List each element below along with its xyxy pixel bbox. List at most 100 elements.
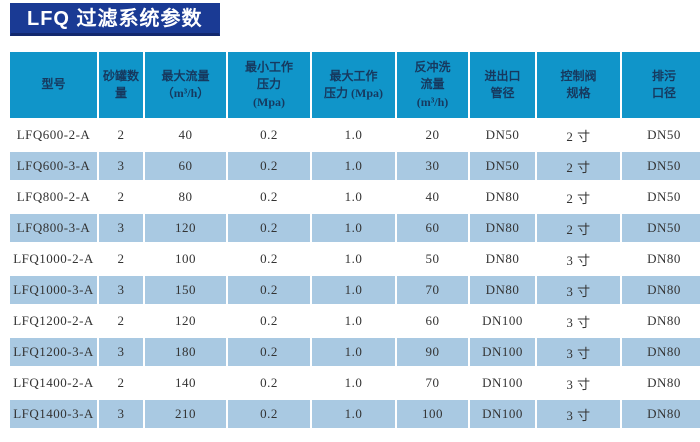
table-body: LFQ600-2-A 2 40 0.2 1.0 20 DN50 2 寸 DN50 LFQ600-3… bbox=[10, 121, 700, 428]
table-cell-backwash-flow: 20 bbox=[397, 121, 468, 149]
table-cell-min-work-pressure: 0.2 bbox=[228, 214, 310, 242]
table-cell-inlet-outlet-pipe: DN80 bbox=[470, 214, 535, 242]
column-header-drain-diameter: 排污 口径 bbox=[622, 52, 700, 118]
table-cell-min-work-pressure: 0.2 bbox=[228, 338, 310, 366]
table-cell-min-work-pressure: 0.2 bbox=[228, 369, 310, 397]
table-row: LFQ1200-3-A 3 180 0.2 1.0 90 DN100 3 寸 DN80 bbox=[10, 338, 700, 366]
model-cell: LFQ800-2-A bbox=[10, 183, 97, 211]
table-cell-max-work-pressure: 1.0 bbox=[312, 214, 395, 242]
table-cell-inlet-outlet-pipe: DN50 bbox=[470, 121, 535, 149]
table-cell-control-valve: 3 寸 bbox=[537, 245, 620, 273]
table-cell-tank-count: 2 bbox=[99, 369, 143, 397]
table-cell-tank-count: 3 bbox=[99, 276, 143, 304]
table-cell-max-work-pressure: 1.0 bbox=[312, 307, 395, 335]
table-cell-control-valve: 3 寸 bbox=[537, 400, 620, 428]
table-header-row: 型号 砂罐数 量最大流量 （m³/h） 最小工作 压力 (Mpa) 最大工作 压力 (… bbox=[10, 52, 700, 118]
table-row: LFQ1000-3-A 3 150 0.2 1.0 70 DN80 3 寸 DN80 bbox=[10, 276, 700, 304]
table-cell-backwash-flow: 70 bbox=[397, 276, 468, 304]
table-cell-drain-diameter: DN50 bbox=[622, 214, 700, 242]
column-header-inlet-outlet-pipe: 进出口 管径 bbox=[470, 52, 535, 118]
table-cell-drain-diameter: DN80 bbox=[622, 400, 700, 428]
table-cell-max-flow: 40 bbox=[145, 121, 226, 149]
table-cell-tank-count: 3 bbox=[99, 400, 143, 428]
page: LFQ 过滤系统参数 型号 砂罐数 量最大流量 （m³/h） 最小工作 压力 (Mp… bbox=[8, 3, 700, 431]
table-cell-min-work-pressure: 0.2 bbox=[228, 276, 310, 304]
table-cell-max-work-pressure: 1.0 bbox=[312, 276, 395, 304]
table-cell-max-work-pressure: 1.0 bbox=[312, 400, 395, 428]
table-cell-backwash-flow: 60 bbox=[397, 214, 468, 242]
table-row: LFQ600-2-A 2 40 0.2 1.0 20 DN50 2 寸 DN50 bbox=[10, 121, 700, 149]
model-cell: LFQ1200-2-A bbox=[10, 307, 97, 335]
table-cell-inlet-outlet-pipe: DN80 bbox=[470, 245, 535, 273]
table-row: LFQ800-2-A 2 80 0.2 1.0 40 DN80 2 寸 DN50 bbox=[10, 183, 700, 211]
table-cell-drain-diameter: DN50 bbox=[622, 183, 700, 211]
table-cell-control-valve: 3 寸 bbox=[537, 338, 620, 366]
table-cell-min-work-pressure: 0.2 bbox=[228, 152, 310, 180]
model-cell: LFQ600-2-A bbox=[10, 121, 97, 149]
table-cell-drain-diameter: DN80 bbox=[622, 307, 700, 335]
table-cell-tank-count: 2 bbox=[99, 307, 143, 335]
parameters-table: 型号 砂罐数 量最大流量 （m³/h） 最小工作 压力 (Mpa) 最大工作 压力 (… bbox=[8, 49, 700, 431]
table-cell-control-valve: 2 寸 bbox=[537, 121, 620, 149]
table-cell-inlet-outlet-pipe: DN100 bbox=[470, 400, 535, 428]
table-cell-control-valve: 2 寸 bbox=[537, 214, 620, 242]
table-cell-min-work-pressure: 0.2 bbox=[228, 400, 310, 428]
table-cell-control-valve: 3 寸 bbox=[537, 276, 620, 304]
table-cell-tank-count: 2 bbox=[99, 245, 143, 273]
table-cell-tank-count: 2 bbox=[99, 183, 143, 211]
table-cell-backwash-flow: 100 bbox=[397, 400, 468, 428]
table-cell-drain-diameter: DN80 bbox=[622, 369, 700, 397]
column-header-backwash-flow: 反冲洗 流量 (m³/h) bbox=[397, 52, 468, 118]
table-cell-backwash-flow: 60 bbox=[397, 307, 468, 335]
table-row: LFQ1400-3-A 3 210 0.2 1.0 100 DN100 3 寸 DN80 bbox=[10, 400, 700, 428]
table-cell-backwash-flow: 90 bbox=[397, 338, 468, 366]
table-cell-inlet-outlet-pipe: DN80 bbox=[470, 183, 535, 211]
table-cell-min-work-pressure: 0.2 bbox=[228, 245, 310, 273]
table-cell-inlet-outlet-pipe: DN50 bbox=[470, 152, 535, 180]
table-cell-max-work-pressure: 1.0 bbox=[312, 183, 395, 211]
model-cell: LFQ1200-3-A bbox=[10, 338, 97, 366]
table-cell-max-flow: 100 bbox=[145, 245, 226, 273]
column-header-max-work-pressure: 最大工作 压力 (Mpa) bbox=[312, 52, 395, 118]
table-cell-max-flow: 210 bbox=[145, 400, 226, 428]
table-row: LFQ1200-2-A 2 120 0.2 1.0 60 DN100 3 寸 DN80 bbox=[10, 307, 700, 335]
table-cell-max-work-pressure: 1.0 bbox=[312, 338, 395, 366]
table-cell-max-flow: 60 bbox=[145, 152, 226, 180]
table-cell-control-valve: 2 寸 bbox=[537, 183, 620, 211]
model-cell: LFQ1000-2-A bbox=[10, 245, 97, 273]
column-header-tank-count: 砂罐数 量 bbox=[99, 52, 143, 118]
model-cell: LFQ1400-2-A bbox=[10, 369, 97, 397]
table-cell-drain-diameter: DN80 bbox=[622, 338, 700, 366]
table-cell-backwash-flow: 30 bbox=[397, 152, 468, 180]
table-cell-max-flow: 120 bbox=[145, 307, 226, 335]
table-cell-max-flow: 180 bbox=[145, 338, 226, 366]
page-title: LFQ 过滤系统参数 bbox=[10, 3, 220, 36]
table-cell-control-valve: 3 寸 bbox=[537, 369, 620, 397]
table-cell-tank-count: 3 bbox=[99, 214, 143, 242]
table-header: 型号 砂罐数 量最大流量 （m³/h） 最小工作 压力 (Mpa) 最大工作 压力 (… bbox=[10, 52, 700, 118]
model-cell: LFQ1400-3-A bbox=[10, 400, 97, 428]
table-cell-inlet-outlet-pipe: DN100 bbox=[470, 369, 535, 397]
table-cell-control-valve: 3 寸 bbox=[537, 307, 620, 335]
table-cell-max-flow: 140 bbox=[145, 369, 226, 397]
column-header-control-valve: 控制阀 规格 bbox=[537, 52, 620, 118]
table-cell-backwash-flow: 50 bbox=[397, 245, 468, 273]
table-cell-max-work-pressure: 1.0 bbox=[312, 152, 395, 180]
table-cell-max-work-pressure: 1.0 bbox=[312, 245, 395, 273]
table-cell-backwash-flow: 70 bbox=[397, 369, 468, 397]
model-cell: LFQ600-3-A bbox=[10, 152, 97, 180]
model-cell: LFQ800-3-A bbox=[10, 214, 97, 242]
table-row: LFQ1400-2-A 2 140 0.2 1.0 70 DN100 3 寸 DN80 bbox=[10, 369, 700, 397]
table-row: LFQ1000-2-A 2 100 0.2 1.0 50 DN80 3 寸 DN80 bbox=[10, 245, 700, 273]
table-cell-inlet-outlet-pipe: DN80 bbox=[470, 276, 535, 304]
table-cell-drain-diameter: DN80 bbox=[622, 245, 700, 273]
table-cell-tank-count: 3 bbox=[99, 338, 143, 366]
table-cell-min-work-pressure: 0.2 bbox=[228, 183, 310, 211]
table-cell-max-work-pressure: 1.0 bbox=[312, 369, 395, 397]
table-cell-max-flow: 80 bbox=[145, 183, 226, 211]
table-cell-max-flow: 120 bbox=[145, 214, 226, 242]
table-row: LFQ800-3-A 3 120 0.2 1.0 60 DN80 2 寸 DN50 bbox=[10, 214, 700, 242]
table-cell-drain-diameter: DN50 bbox=[622, 121, 700, 149]
column-header-min-work-pressure: 最小工作 压力 (Mpa) bbox=[228, 52, 310, 118]
table-cell-drain-diameter: DN80 bbox=[622, 276, 700, 304]
